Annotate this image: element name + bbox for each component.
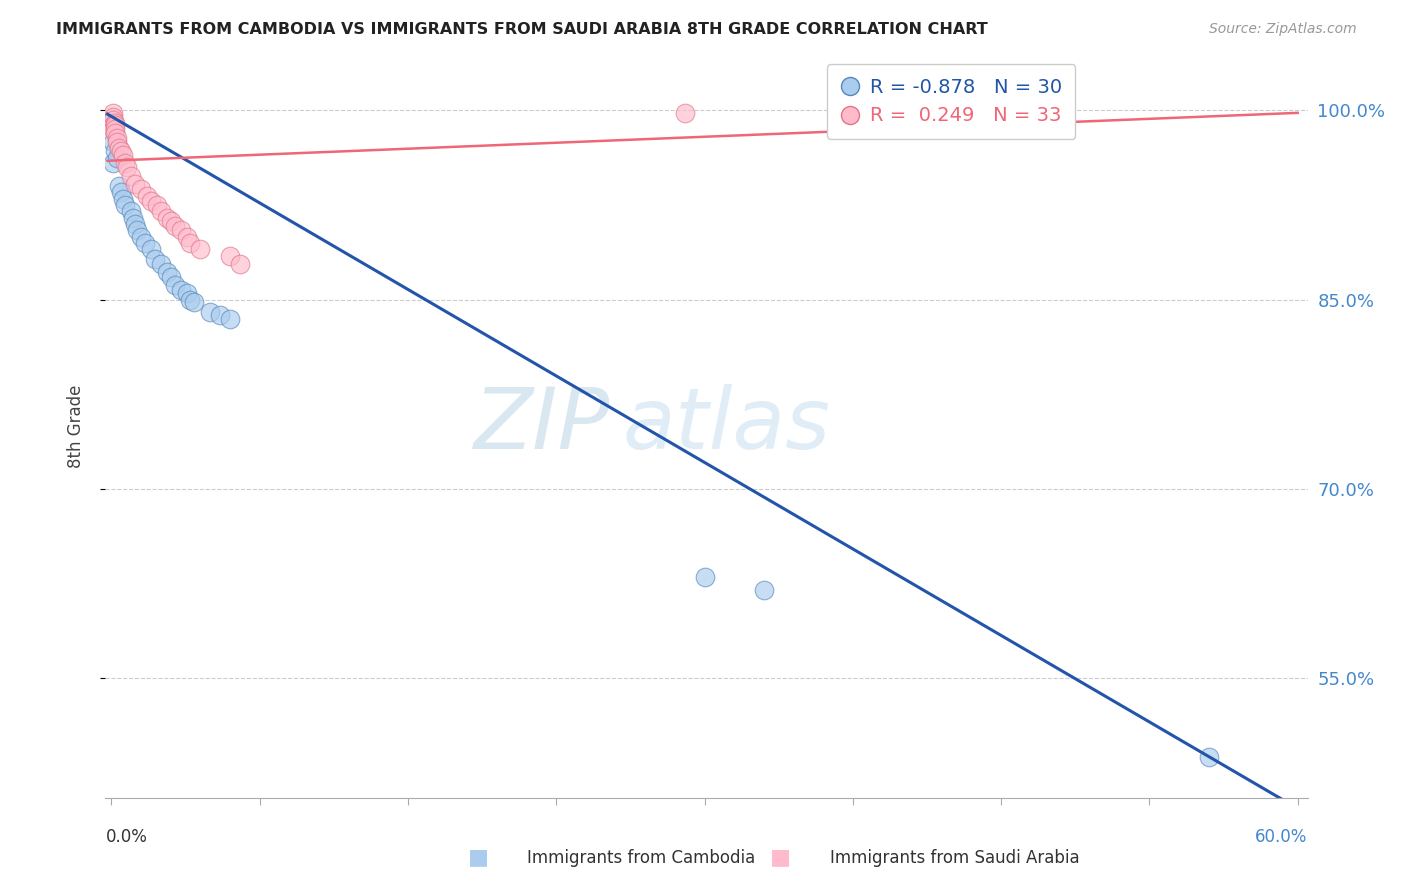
Legend: R = -0.878   N = 30, R =  0.249   N = 33: R = -0.878 N = 30, R = 0.249 N = 33 <box>827 64 1076 139</box>
Point <box>200 305 222 319</box>
Point <box>149 204 172 219</box>
Text: atlas: atlas <box>623 384 831 467</box>
Point <box>103 110 125 124</box>
Point <box>129 181 152 195</box>
Point <box>673 106 696 120</box>
Point <box>112 147 135 161</box>
Point <box>104 126 127 140</box>
Point <box>122 211 145 225</box>
Point <box>110 144 132 158</box>
Point <box>143 252 166 267</box>
Point <box>104 116 127 130</box>
Point <box>103 135 125 149</box>
Point <box>169 283 191 297</box>
Point <box>103 113 125 128</box>
Point <box>159 270 181 285</box>
Point <box>219 311 242 326</box>
Point <box>693 570 716 584</box>
Point <box>229 257 252 271</box>
Point <box>129 229 152 244</box>
Point <box>110 186 132 200</box>
Point <box>124 177 146 191</box>
Point <box>146 198 169 212</box>
Text: 0.0%: 0.0% <box>105 828 148 846</box>
Point <box>114 198 136 212</box>
Text: ZIP: ZIP <box>474 384 610 467</box>
Point <box>114 156 136 170</box>
Point <box>105 151 128 165</box>
Point <box>159 214 181 228</box>
Point <box>179 293 201 307</box>
Point <box>179 235 201 250</box>
Text: Immigrants from Saudi Arabia: Immigrants from Saudi Arabia <box>830 849 1080 867</box>
Point <box>112 192 135 206</box>
Point <box>139 194 162 209</box>
Point <box>103 106 125 120</box>
Text: ■: ■ <box>468 847 488 867</box>
Point <box>163 219 186 234</box>
Point <box>124 217 146 231</box>
Point <box>209 308 232 322</box>
Point <box>176 286 198 301</box>
Point <box>105 131 128 145</box>
Text: Source: ZipAtlas.com: Source: ZipAtlas.com <box>1209 22 1357 37</box>
Point <box>134 235 156 250</box>
Point <box>156 211 179 225</box>
Point <box>149 257 172 271</box>
Point <box>156 265 179 279</box>
Point <box>219 248 242 262</box>
Point <box>169 223 191 237</box>
Point <box>103 119 125 133</box>
Text: 60.0%: 60.0% <box>1256 828 1308 846</box>
Point <box>752 582 775 597</box>
Point <box>108 141 131 155</box>
Text: Immigrants from Cambodia: Immigrants from Cambodia <box>527 849 755 867</box>
Point <box>188 242 212 256</box>
Point <box>176 229 198 244</box>
Text: ■: ■ <box>770 847 790 867</box>
Y-axis label: 8th Grade: 8th Grade <box>66 384 84 467</box>
Point <box>163 277 186 292</box>
Point <box>103 156 125 170</box>
Point <box>104 122 127 136</box>
Point <box>139 242 162 256</box>
Point <box>115 160 138 174</box>
Point <box>120 169 142 183</box>
Point <box>183 295 205 310</box>
Text: IMMIGRANTS FROM CAMBODIA VS IMMIGRANTS FROM SAUDI ARABIA 8TH GRADE CORRELATION C: IMMIGRANTS FROM CAMBODIA VS IMMIGRANTS F… <box>56 22 988 37</box>
Point <box>127 223 149 237</box>
Point <box>108 179 131 194</box>
Point <box>103 122 125 136</box>
Point <box>104 119 127 133</box>
Point <box>120 204 142 219</box>
Point <box>136 189 159 203</box>
Point <box>104 144 127 158</box>
Point <box>105 135 128 149</box>
Point <box>1198 749 1220 764</box>
